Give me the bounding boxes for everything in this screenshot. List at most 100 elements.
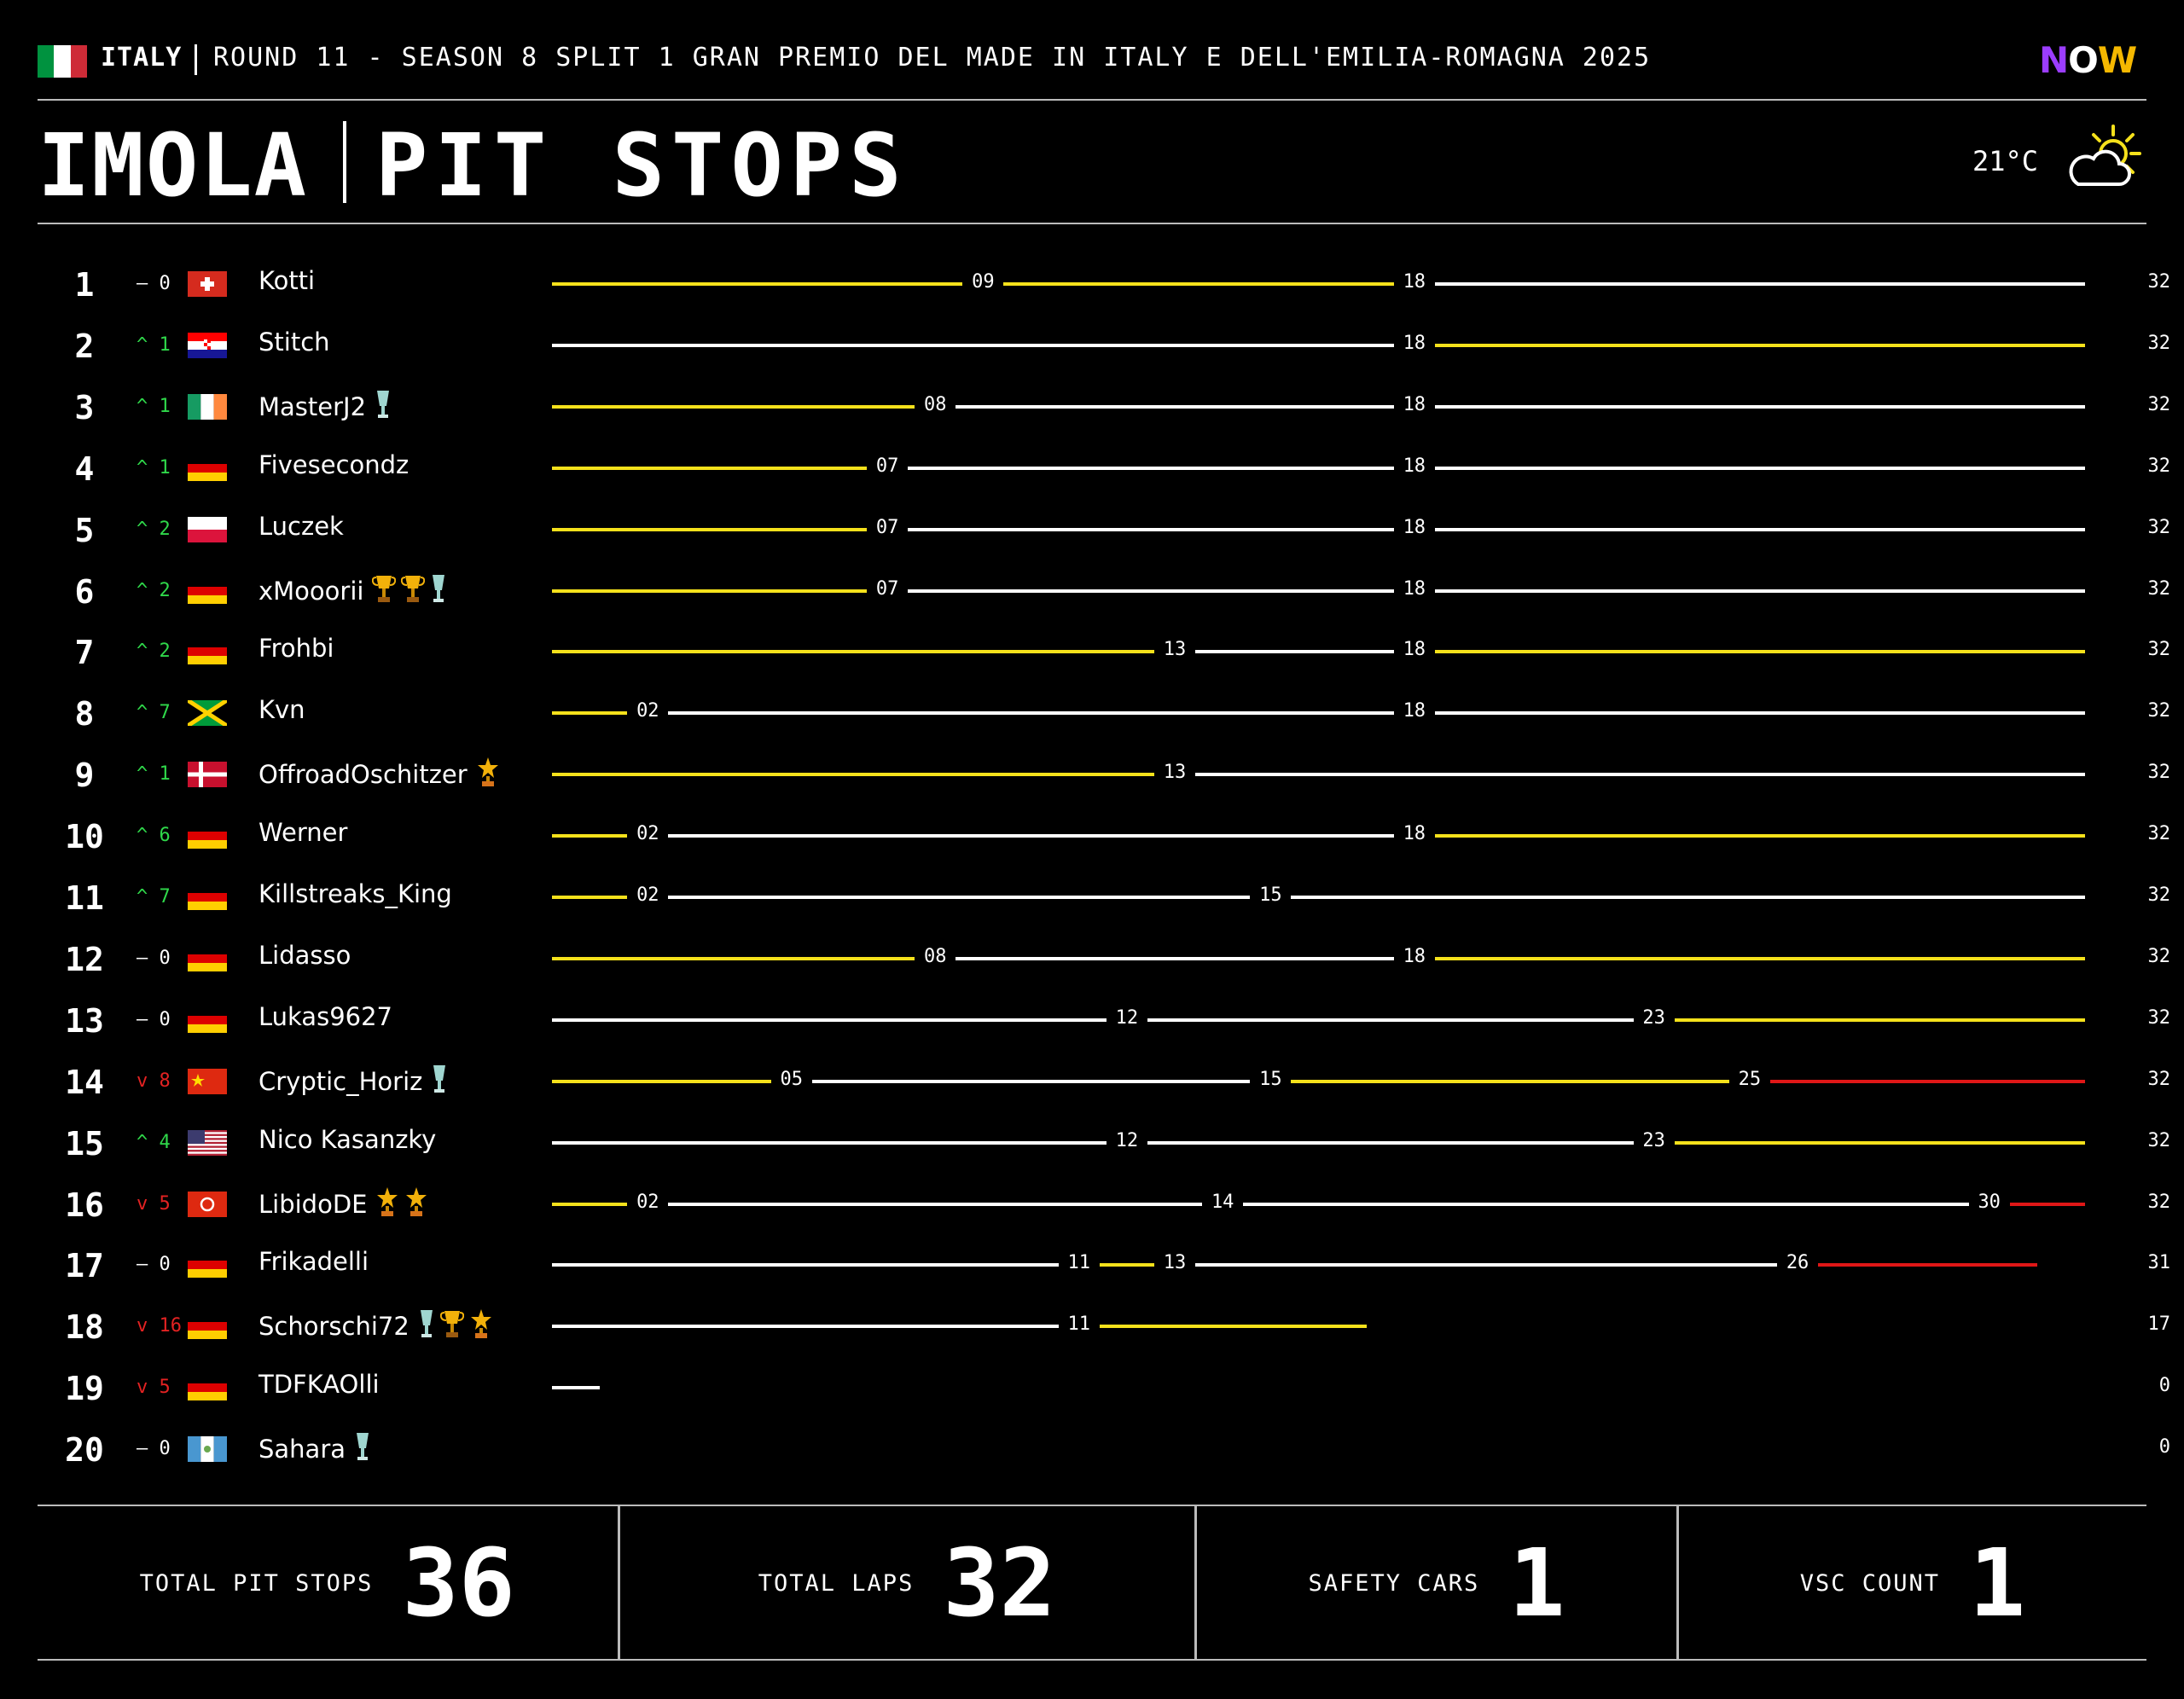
stint-bar-red bbox=[1818, 1263, 2037, 1267]
pit-lap-label: 18 bbox=[1403, 455, 1426, 477]
stint-bar-yellow bbox=[552, 896, 628, 899]
driver-name: xMooorii bbox=[258, 573, 452, 612]
pit-lap-label: 02 bbox=[636, 884, 659, 906]
pit-lap-label: 05 bbox=[780, 1068, 804, 1090]
position-change: ^ 4 bbox=[136, 1131, 171, 1153]
position-change: ^ 2 bbox=[136, 641, 171, 663]
stat-label: TOTAL LAPS bbox=[758, 1569, 915, 1597]
position-number: 20 bbox=[65, 1431, 104, 1470]
driver-name: OffroadOschitzer bbox=[258, 757, 505, 796]
stat-value: 1 bbox=[1969, 1528, 2026, 1638]
driver-name-text: Werner bbox=[258, 818, 348, 848]
stint-bar-white bbox=[956, 404, 1394, 409]
laps-completed: 32 bbox=[2147, 762, 2171, 784]
laps-completed: 17 bbox=[2147, 1313, 2171, 1336]
laps-completed: 32 bbox=[2147, 577, 2171, 600]
stint-bar-yellow bbox=[1003, 282, 1394, 286]
stint-bar-white bbox=[1147, 1018, 1634, 1022]
position-number: 8 bbox=[74, 695, 95, 734]
position-number: 10 bbox=[65, 818, 104, 856]
pit-lap-label: 18 bbox=[1403, 823, 1426, 845]
awards bbox=[375, 389, 397, 428]
awards bbox=[372, 573, 452, 612]
table-row: 13 – 0 Lukas9627 12 23 32 bbox=[0, 989, 2184, 1050]
silver-cup-icon bbox=[431, 1064, 448, 1103]
pit-lap-label: 15 bbox=[1259, 884, 1282, 906]
usa-flag-icon bbox=[188, 1129, 227, 1156]
laps-completed: 32 bbox=[2147, 271, 2171, 293]
position-number: 16 bbox=[65, 1186, 104, 1224]
pit-lap-label: 23 bbox=[1642, 1129, 1665, 1151]
driver-name: MasterJ2 bbox=[258, 389, 397, 428]
star-trophy-icon bbox=[404, 1186, 428, 1226]
pit-lap-label: 02 bbox=[636, 823, 659, 845]
driver-name-text: Frohbi bbox=[258, 634, 334, 664]
table-row: 7 ^ 2 Frohbi 13 18 32 bbox=[0, 620, 2184, 681]
flag-stripe-red bbox=[70, 45, 87, 78]
poland-flag-icon bbox=[188, 516, 227, 542]
germany-flag-icon bbox=[188, 577, 227, 604]
pit-lap-label: 18 bbox=[1403, 332, 1426, 354]
driver-name: Kotti bbox=[258, 266, 315, 295]
stint-bar-yellow bbox=[552, 589, 868, 593]
position-change: ^ 6 bbox=[136, 825, 171, 847]
driver-name-text: Lukas9627 bbox=[258, 1001, 392, 1031]
laps-completed: 32 bbox=[2147, 884, 2171, 906]
driver-name: TDFKAOlli bbox=[258, 1370, 380, 1399]
laps-completed: 32 bbox=[2147, 823, 2171, 845]
driver-name: Killstreaks_King bbox=[258, 879, 452, 908]
pit-lap-label: 11 bbox=[1067, 1313, 1090, 1336]
stint-bar-white bbox=[908, 466, 1394, 470]
stint-bar-yellow bbox=[552, 282, 963, 286]
stint-bar-yellow bbox=[552, 773, 1155, 777]
stint-bar-white bbox=[908, 589, 1394, 593]
stat-total-pit-stops: TOTAL PIT STOPS 36 bbox=[38, 1506, 618, 1660]
stint-bar-white bbox=[552, 1325, 1059, 1329]
table-row: 14 v 8 Cryptic_Horiz 05 15 25 32 bbox=[0, 1050, 2184, 1111]
laps-completed: 32 bbox=[2147, 945, 2171, 967]
stint-bar-white bbox=[956, 956, 1394, 960]
gold-trophy-icon bbox=[439, 1308, 464, 1348]
stint-bar-yellow bbox=[552, 1202, 628, 1206]
laps-completed: 32 bbox=[2147, 1006, 2171, 1029]
germany-flag-icon bbox=[188, 945, 227, 971]
stint-bar-yellow bbox=[1291, 1079, 1729, 1083]
table-row: 3 ^ 1 MasterJ2 08 18 32 bbox=[0, 375, 2184, 437]
laps-completed: 32 bbox=[2147, 1129, 2171, 1151]
jamaica-flag-icon bbox=[188, 700, 227, 727]
stint-bar-white bbox=[1195, 650, 1394, 654]
stat-value: 1 bbox=[1508, 1528, 1565, 1638]
driver-name-text: Nico Kasanzky bbox=[258, 1124, 437, 1154]
stats-bar: TOTAL PIT STOPS 36 TOTAL LAPS 32 SAFETY … bbox=[38, 1506, 2146, 1660]
pit-lap-label: 13 bbox=[1163, 639, 1187, 661]
germany-flag-icon bbox=[188, 823, 227, 850]
driver-name: LibidoDE bbox=[258, 1186, 433, 1226]
stint-bar-red bbox=[2009, 1202, 2085, 1206]
driver-name: Kvn bbox=[258, 695, 305, 724]
driver-name-text: TDFKAOlli bbox=[258, 1370, 380, 1400]
pit-lap-label: 02 bbox=[636, 1191, 659, 1213]
position-change: v 5 bbox=[136, 1192, 171, 1215]
laps-completed: 32 bbox=[2147, 393, 2171, 415]
star-trophy-icon bbox=[476, 757, 500, 796]
position-number: 3 bbox=[74, 388, 95, 426]
stint-bar-white bbox=[1195, 1263, 1778, 1267]
stint-bar-white bbox=[908, 527, 1394, 531]
stint-bar-white bbox=[1434, 282, 2085, 286]
position-number: 11 bbox=[65, 879, 104, 917]
laps-completed: 32 bbox=[2147, 700, 2171, 722]
silver-cup-icon bbox=[354, 1431, 371, 1470]
stint-bar-yellow bbox=[552, 404, 915, 409]
table-row: 17 – 0 Frikadelli 11 13 26 31 bbox=[0, 1233, 2184, 1295]
table-row: 16 v 5 LibidoDE 02 14 30 32 bbox=[0, 1173, 2184, 1234]
table-row: 19 v 5 TDFKAOlli 0 bbox=[0, 1356, 2184, 1418]
driver-name-text: Luczek bbox=[258, 511, 344, 541]
position-number: 14 bbox=[65, 1063, 104, 1101]
stint-bar-white bbox=[552, 1140, 1107, 1145]
silver-cup-icon bbox=[418, 1308, 435, 1348]
stint-bar-white bbox=[552, 1386, 601, 1390]
driver-name: Luczek bbox=[258, 512, 344, 541]
germany-flag-icon bbox=[188, 1313, 227, 1340]
stint-bar-white bbox=[1434, 404, 2085, 409]
table-row: 10 ^ 6 Werner 02 18 32 bbox=[0, 804, 2184, 866]
